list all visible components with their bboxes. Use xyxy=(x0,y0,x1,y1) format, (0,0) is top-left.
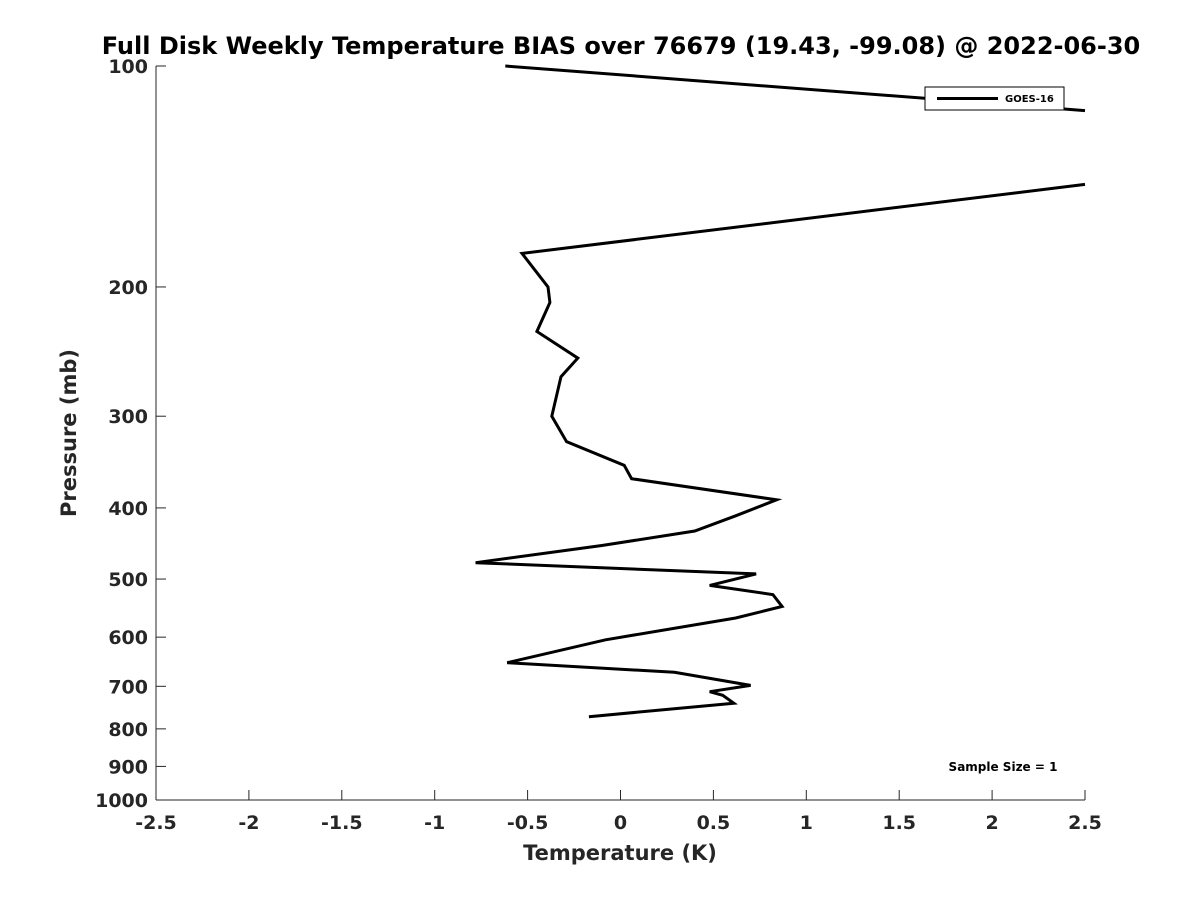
y-tick-label: 700 xyxy=(108,676,148,698)
sample-size-annotation: Sample Size = 1 xyxy=(949,760,1058,774)
y-tick-label: 200 xyxy=(108,277,148,299)
x-tick-label: -2 xyxy=(238,812,259,834)
y-tick-label: 1000 xyxy=(95,790,148,812)
x-tick-label: -1.5 xyxy=(321,812,363,834)
x-axis-label: Temperature (K) xyxy=(523,841,717,865)
x-tick-label: -0.5 xyxy=(507,812,549,834)
y-tick-label: 900 xyxy=(108,756,148,778)
axes-background xyxy=(156,66,1085,800)
y-tick-label: 800 xyxy=(108,719,148,741)
x-tick-label: -1 xyxy=(424,812,445,834)
series-line-goes-16 xyxy=(475,182,1086,719)
x-tick-label: 1 xyxy=(800,812,813,834)
y-axis-label: Pressure (mb) xyxy=(57,349,81,517)
chart-title: Full Disk Weekly Temperature BIAS over 7… xyxy=(102,32,1141,60)
plot-area xyxy=(155,66,1085,801)
x-tick-label: 0.5 xyxy=(697,812,731,834)
x-tick-label: 0 xyxy=(614,812,627,834)
x-tick-label: 2.5 xyxy=(1068,812,1102,834)
x-tick-label: 1.5 xyxy=(882,812,916,834)
y-axis: 100 200 300 400 500 600 700 800 900 1000 xyxy=(95,56,166,812)
y-tick-label: 300 xyxy=(108,406,148,428)
y-tick-label: 600 xyxy=(108,627,148,649)
x-tick-label: 2 xyxy=(985,812,998,834)
x-axis: -2.5 -2 -1.5 -1 -0.5 0 0.5 1 1.5 2 2.5 xyxy=(135,790,1102,834)
legend: GOES-16 xyxy=(924,86,1065,111)
y-tick-label: 500 xyxy=(108,569,148,591)
legend-label-goes-16: GOES-16 xyxy=(1005,94,1054,105)
y-tick-label: 400 xyxy=(108,498,148,520)
x-tick-label: -2.5 xyxy=(135,812,177,834)
y-tick-label: 100 xyxy=(108,56,148,78)
